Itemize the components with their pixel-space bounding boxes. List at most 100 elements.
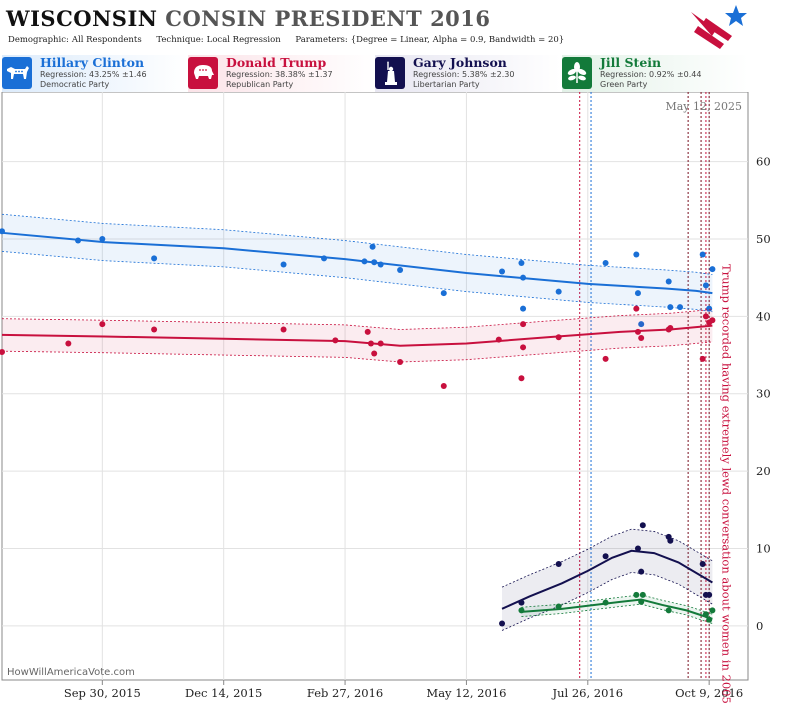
date-label: May 12, 2025: [665, 100, 742, 113]
y-tick-label: 20: [756, 464, 771, 478]
site-logo-icon: [691, 5, 747, 49]
data-point: [633, 251, 640, 258]
data-point: [702, 313, 709, 320]
data-point: [520, 321, 527, 328]
legend-party-johnson: Libertarian Party: [413, 80, 480, 89]
x-tick-label: Sep 30, 2015: [64, 686, 141, 700]
param-demographic-value: All Respondents: [71, 35, 142, 45]
data-point: [518, 607, 525, 614]
x-tick-label: Dec 14, 2015: [185, 686, 262, 700]
data-point: [371, 350, 378, 357]
x-tick-label: Feb 27, 2016: [307, 686, 383, 700]
data-point: [518, 599, 525, 606]
data-point: [639, 591, 646, 598]
data-point: [361, 258, 368, 265]
data-point: [634, 328, 641, 335]
data-point: [369, 243, 376, 250]
data-point: [520, 344, 527, 351]
data-point: [518, 375, 525, 382]
data-point: [633, 591, 640, 598]
trend-line: [501, 549, 713, 610]
data-point: [440, 383, 447, 389]
band-upper-line: [501, 528, 713, 588]
x-tick-label: Jul 26, 2016: [552, 686, 624, 700]
legend-name-stein: Jill Stein: [600, 55, 662, 70]
data-point: [518, 259, 525, 266]
data-point: [706, 591, 713, 598]
data-point: [699, 355, 706, 362]
data-point: [0, 348, 5, 355]
data-point: [634, 545, 641, 552]
legend-item-stein: Jill Stein Regression: 0.92% ±0.44 Green…: [562, 55, 748, 92]
data-point: [0, 228, 5, 235]
data-point: [99, 321, 106, 328]
data-point: [555, 560, 562, 567]
legend-regression-johnson: Regression: 5.38% ±2.30: [413, 70, 515, 79]
band-lower-line: [501, 572, 713, 631]
data-point: [364, 328, 371, 335]
legend-item-clinton: Hillary Clinton Regression: 43.25% ±1.46…: [2, 55, 188, 92]
title-state: WISCONSIN: [6, 6, 158, 31]
legend-party-clinton: Democratic Party: [40, 80, 110, 89]
param-technique-value: Local Regression: [206, 35, 281, 45]
elephant-icon: [188, 57, 218, 89]
data-point: [99, 236, 106, 242]
data-point: [638, 598, 645, 605]
donkey-icon: [2, 57, 32, 89]
data-point: [602, 553, 609, 560]
data-point: [151, 326, 158, 333]
data-point: [397, 266, 404, 273]
legend-regression-clinton: Regression: 43.25% ±1.46: [40, 70, 147, 79]
data-point: [65, 340, 72, 347]
legend-party-stein: Green Party: [600, 80, 648, 89]
legend-party-trump: Republican Party: [226, 80, 294, 89]
data-point: [602, 599, 609, 606]
trend-line: [521, 598, 713, 620]
legend-item-trump: Donald Trump Regression: 38.38% ±1.37 Re…: [188, 55, 374, 92]
data-point: [367, 340, 374, 347]
data-point: [377, 261, 384, 268]
data-point: [75, 237, 82, 244]
data-point: [706, 616, 713, 623]
data-point: [371, 259, 378, 266]
data-point: [709, 317, 716, 324]
confidence-band: [2, 214, 713, 312]
title-rest: CONSIN PRESIDENT 2016: [165, 6, 491, 31]
chart-title: WISCONSIN CONSIN PRESIDENT 2016: [6, 6, 491, 31]
trend-line: [1, 231, 713, 295]
data-point: [495, 336, 502, 343]
legend-name-johnson: Gary Johnson: [413, 55, 507, 70]
data-point: [638, 321, 645, 328]
data-point: [702, 611, 709, 618]
data-point: [665, 607, 672, 614]
confidence-band: [2, 309, 713, 363]
legend-name-trump: Donald Trump: [226, 55, 327, 70]
data-point: [699, 560, 706, 567]
data-point: [638, 335, 645, 342]
y-tick-label: 40: [756, 309, 771, 323]
data-point: [667, 304, 674, 311]
parameters-line: Demographic: All Respondents Technique: Lo…: [8, 35, 576, 45]
data-point: [440, 290, 447, 297]
legend-regression-trump: Regression: 38.38% ±1.37: [226, 70, 333, 79]
param-demographic-key: Demographic:: [8, 35, 69, 45]
confidence-band: [521, 594, 713, 624]
band-upper-line: [521, 594, 713, 615]
param-technique-key: Technique:: [156, 35, 204, 45]
data-point: [499, 620, 506, 627]
data-point: [499, 268, 506, 275]
band-lower-line: [521, 603, 713, 624]
y-tick-label: 50: [756, 232, 771, 246]
data-point: [520, 305, 527, 312]
data-point: [709, 607, 716, 614]
statue-of-liberty-icon: [375, 57, 405, 89]
y-tick-label: 60: [756, 155, 771, 169]
data-point: [667, 324, 674, 331]
data-point: [151, 255, 158, 262]
legend-regression-stein: Regression: 0.92% ±0.44: [600, 70, 702, 79]
y-tick-label: 0: [756, 619, 763, 633]
data-point: [280, 261, 287, 268]
data-point: [321, 255, 328, 262]
y-tick-label: 30: [756, 387, 771, 401]
event-annotation: Trump recorded having extremely lewd con…: [719, 264, 733, 704]
